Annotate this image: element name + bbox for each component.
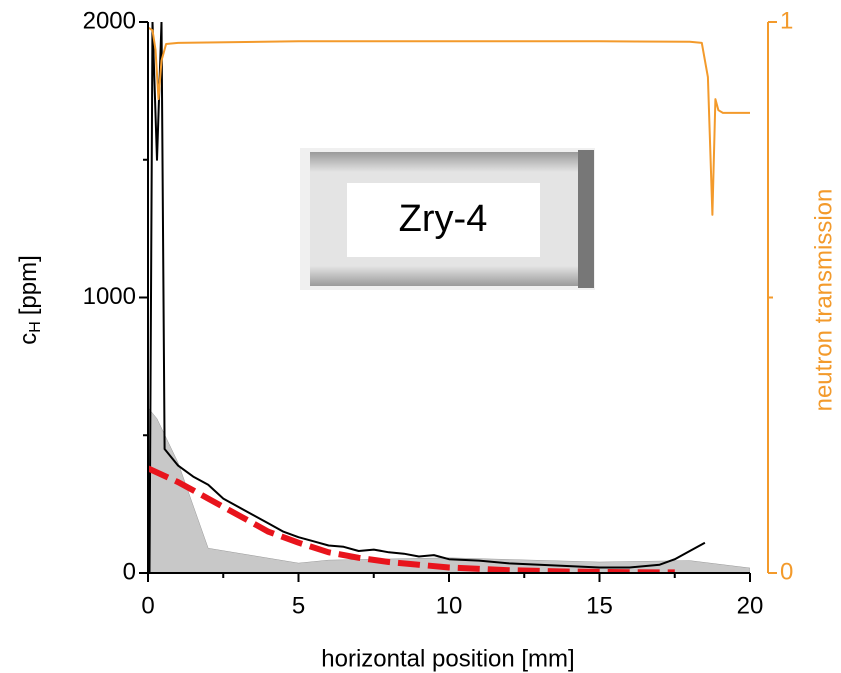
inset-label: Zry-4 xyxy=(399,198,488,240)
y-tick-label: 1000 xyxy=(83,283,136,310)
y2-tick-label: 0 xyxy=(780,558,793,585)
x-axis-label: horizontal position [mm] xyxy=(321,645,574,672)
inset-image: Zry-4 xyxy=(300,148,595,290)
y-axis-label: cH [ppm] xyxy=(15,255,44,345)
y-tick-label: 2000 xyxy=(83,7,136,34)
y-label-main: c xyxy=(15,333,42,345)
y2-axis-label: neutron transmission xyxy=(810,189,837,412)
y-tick-label: 0 xyxy=(123,558,136,585)
x-tick-label: 5 xyxy=(292,592,305,619)
data-line xyxy=(148,26,750,216)
y-label-unit: [ppm] xyxy=(15,255,42,315)
x-tick-label: 20 xyxy=(737,592,764,619)
area xyxy=(148,407,750,573)
x-tick-label: 15 xyxy=(586,592,613,619)
y-label-sub: H xyxy=(27,321,44,333)
label-box xyxy=(347,183,540,257)
x-tick-label: 10 xyxy=(436,592,463,619)
tube-end xyxy=(578,150,594,288)
x-tick-label: 0 xyxy=(141,592,154,619)
data-line xyxy=(148,22,706,573)
y2-tick-label: 1 xyxy=(780,7,793,34)
plot-area xyxy=(148,22,750,573)
fit-line xyxy=(148,465,675,573)
